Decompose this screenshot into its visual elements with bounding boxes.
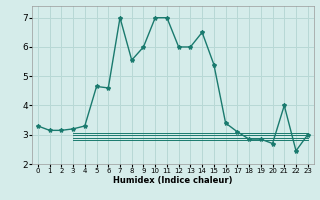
- X-axis label: Humidex (Indice chaleur): Humidex (Indice chaleur): [113, 176, 233, 185]
